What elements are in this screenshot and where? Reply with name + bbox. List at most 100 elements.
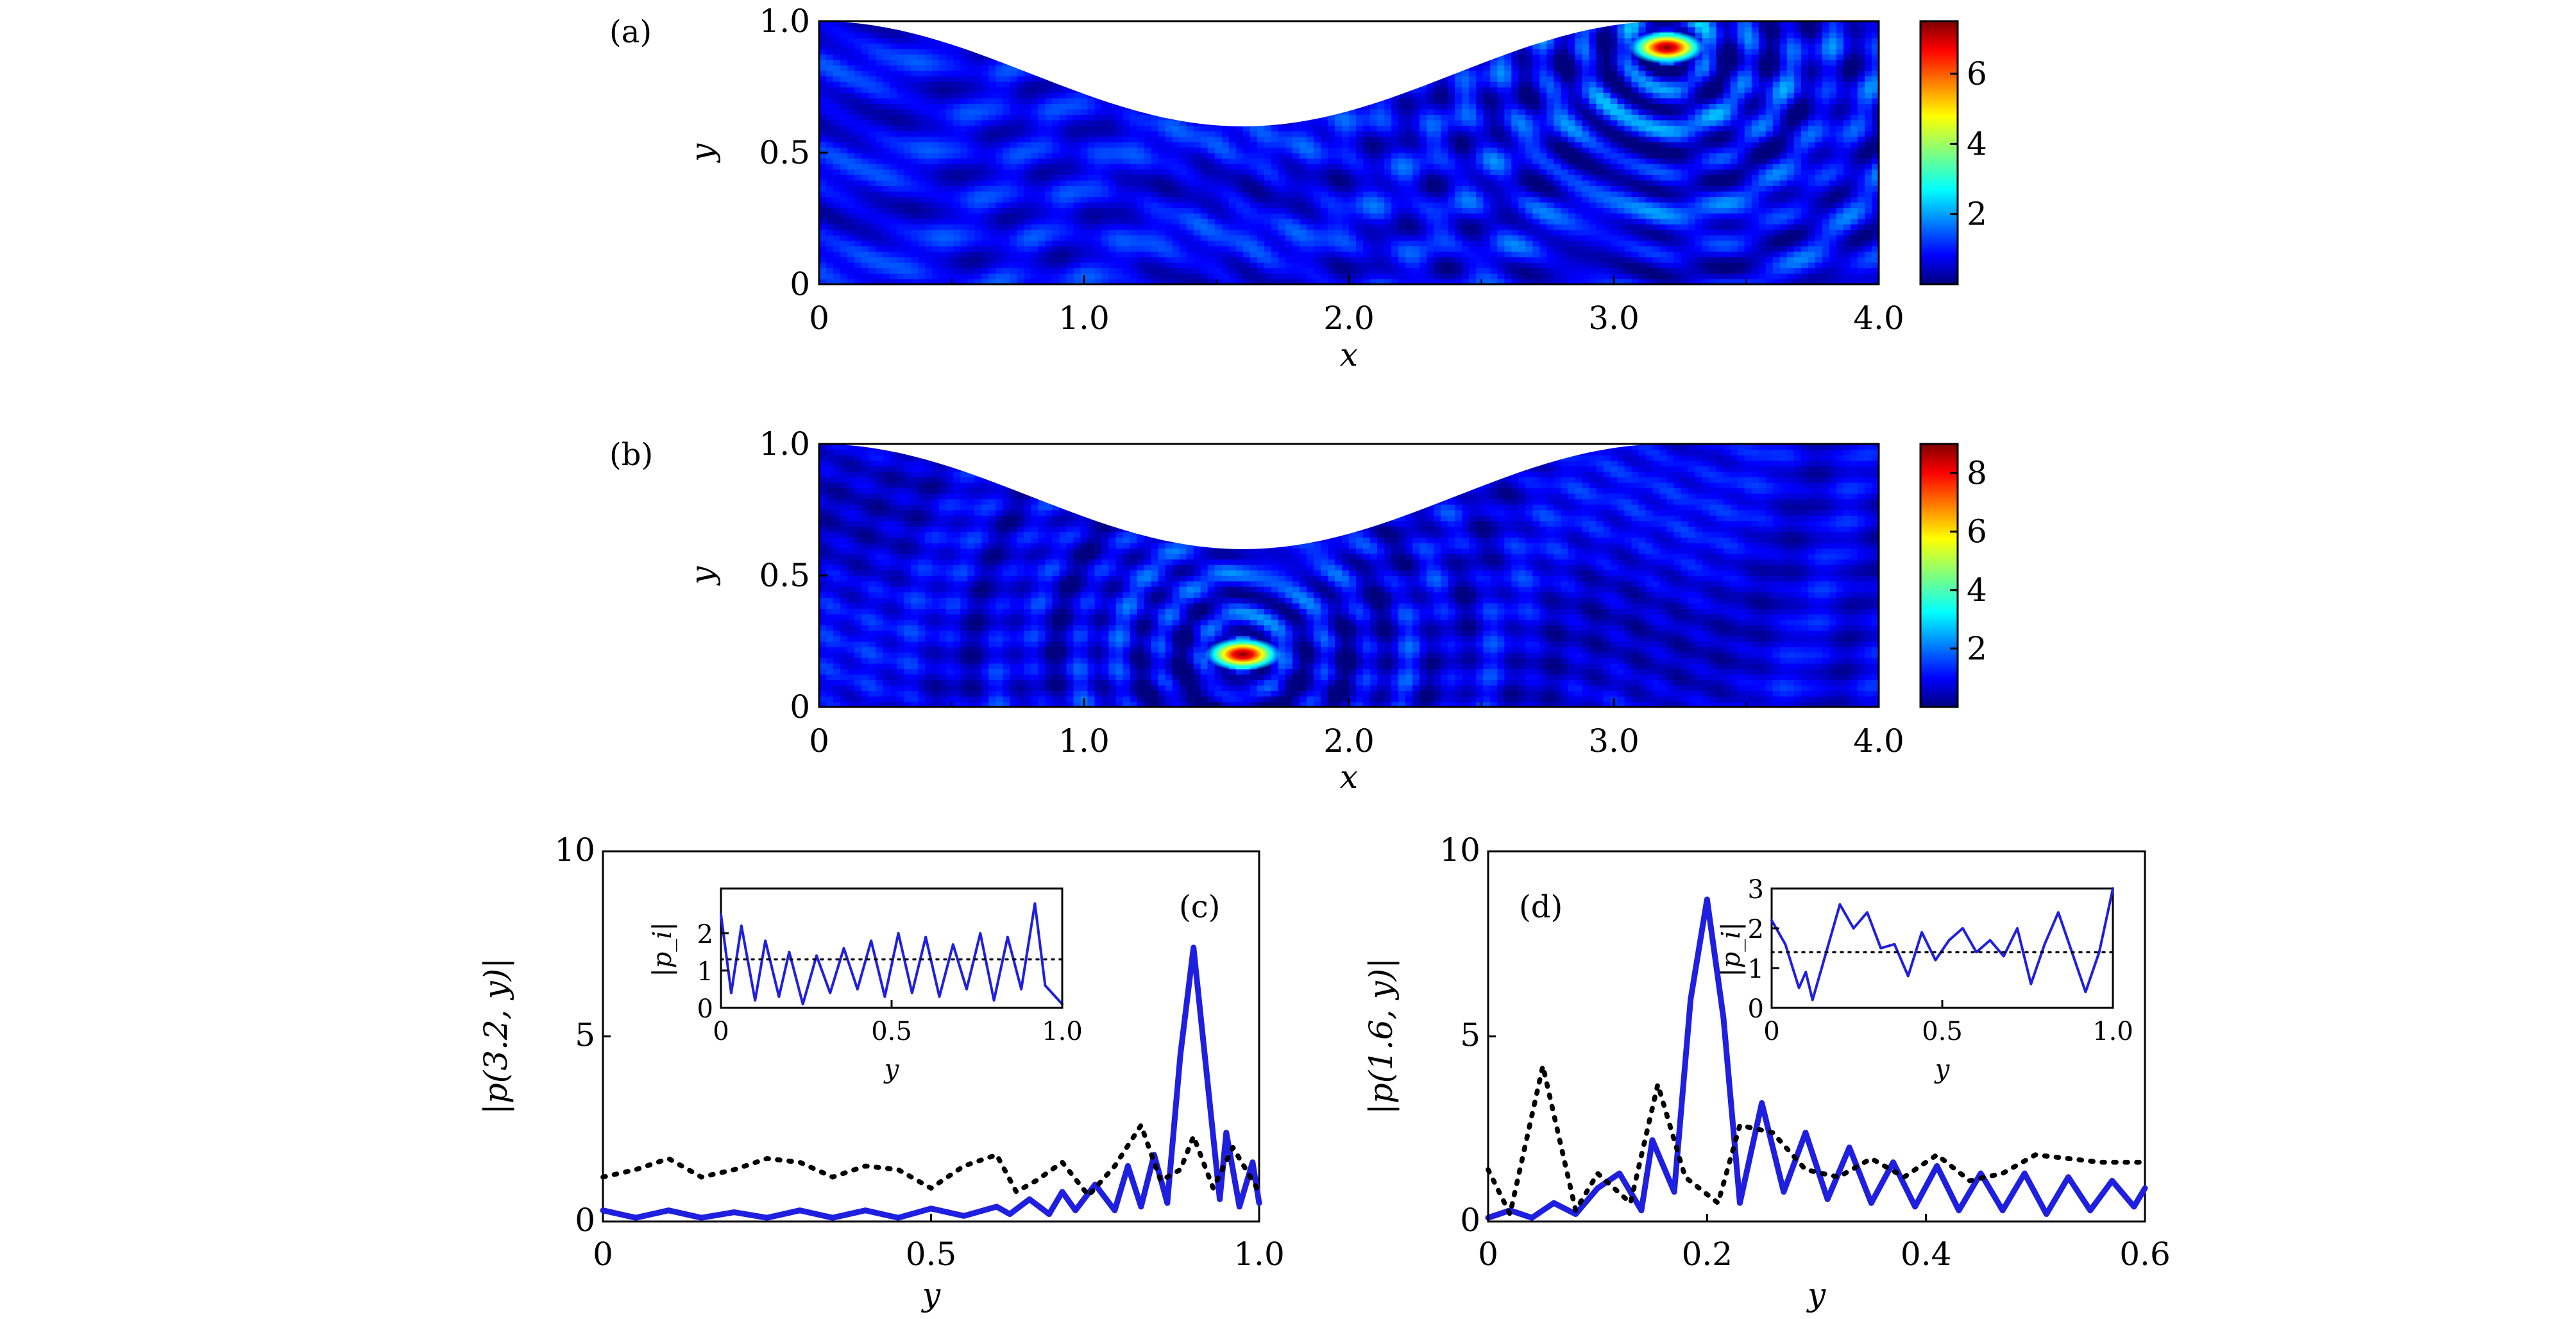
heatmap-cell <box>974 70 983 77</box>
heatmap-cell <box>1511 92 1520 99</box>
heatmap-cell <box>1073 229 1081 235</box>
heatmap-cell <box>960 141 969 148</box>
heatmap-cell <box>890 32 897 38</box>
heatmap-cell <box>1017 180 1025 186</box>
heatmap-cell <box>819 251 827 258</box>
heatmap-cell <box>1158 278 1166 285</box>
heatmap-cell <box>1504 87 1513 93</box>
heatmap-cell <box>1483 262 1491 269</box>
heatmap-cell <box>854 164 862 170</box>
heatmap-cell <box>1045 201 1053 208</box>
heatmap-cell <box>946 180 954 186</box>
heatmap-cell <box>1363 169 1371 175</box>
heatmap-cell <box>1045 257 1053 263</box>
heatmap-cell <box>1476 273 1484 280</box>
heatmap-cell <box>1398 174 1406 181</box>
heatmap-cell <box>1398 114 1406 121</box>
heatmap-cell <box>953 103 962 110</box>
heatmap-cell <box>911 136 919 142</box>
heatmap-cell <box>1434 185 1441 192</box>
heatmap-cell <box>974 98 983 104</box>
heatmap-cell <box>939 180 947 186</box>
heatmap-cell <box>1165 130 1173 137</box>
heatmap-cell <box>1010 235 1018 241</box>
heatmap-cell <box>939 213 947 219</box>
heatmap-cell <box>953 273 962 280</box>
heatmap-cell <box>826 278 834 285</box>
heatmap-cell <box>1306 251 1314 258</box>
heatmap-cell <box>1158 218 1166 225</box>
heatmap-cell <box>819 81 827 88</box>
heatmap-cell <box>1539 229 1548 235</box>
heatmap-cell <box>1024 164 1032 170</box>
heatmap-cell <box>1504 251 1513 258</box>
heatmap-cell <box>1370 114 1378 121</box>
heatmap-cell <box>897 240 904 246</box>
heatmap-cell <box>1003 240 1011 246</box>
heatmap-cell <box>1518 246 1527 252</box>
heatmap-cell <box>1010 164 1018 170</box>
heatmap-cell <box>946 59 954 66</box>
heatmap-cell <box>861 65 869 71</box>
heatmap-cell <box>1497 169 1505 175</box>
heatmap-cell <box>1257 213 1265 219</box>
heatmap-cell <box>1405 185 1413 192</box>
heatmap-cell <box>854 185 862 192</box>
heatmap-cell <box>1511 153 1520 159</box>
heatmap-cell <box>1356 235 1364 241</box>
heatmap-cell <box>1342 136 1350 142</box>
heatmap-cell <box>876 268 883 274</box>
heatmap-cell <box>1497 174 1505 181</box>
heatmap-cell <box>1066 114 1074 121</box>
heatmap-cell <box>1532 273 1541 280</box>
heatmap-cell <box>1052 98 1060 104</box>
heatmap-cell <box>1306 153 1314 159</box>
heatmap-cell <box>1108 207 1117 214</box>
heatmap-cell <box>1299 224 1307 230</box>
heatmap-cell <box>1066 201 1074 208</box>
heatmap-cell <box>1539 76 1548 82</box>
heatmap-cell <box>1108 147 1117 153</box>
heatmap-cell <box>1504 201 1513 208</box>
heatmap-cell <box>819 65 827 71</box>
heatmap-cell <box>819 180 827 186</box>
heatmap-cell <box>1165 235 1173 241</box>
heatmap-cell <box>1003 278 1011 285</box>
heatmap-cell <box>1476 136 1484 142</box>
heatmap-cell <box>897 119 904 126</box>
heatmap-cell <box>1448 257 1455 263</box>
heatmap-cell <box>1504 180 1513 186</box>
heatmap-cell <box>1158 180 1166 186</box>
heatmap-cell <box>1356 201 1364 208</box>
heatmap-cell <box>1292 130 1300 137</box>
heatmap-cell <box>1532 108 1541 115</box>
heatmap-cell <box>1320 125 1328 132</box>
heatmap-cell <box>1518 48 1527 55</box>
heatmap-cell <box>1497 201 1505 208</box>
heatmap-cell <box>1455 201 1462 208</box>
heatmap-cell <box>1299 235 1307 241</box>
heatmap-cell <box>1285 273 1293 280</box>
heatmap-cell <box>1328 164 1335 170</box>
heatmap-cell <box>1271 180 1279 186</box>
heatmap-cell <box>1017 87 1025 93</box>
heatmap-cell <box>1242 164 1251 170</box>
heatmap-cell <box>1214 196 1223 203</box>
heatmap-cell <box>1271 240 1279 246</box>
heatmap-cell <box>1144 251 1152 258</box>
heatmap-cell <box>1532 191 1541 198</box>
heatmap-cell <box>1017 191 1025 198</box>
heatmap-cell <box>1250 196 1258 203</box>
heatmap-cell <box>1200 235 1208 241</box>
heatmap-cell <box>1115 273 1124 280</box>
heatmap-cell <box>1370 125 1378 132</box>
heatmap-cell <box>869 251 876 258</box>
heatmap-cell <box>904 98 911 104</box>
heatmap-cell <box>1080 185 1089 192</box>
heatmap-cell <box>854 180 862 186</box>
heatmap-cell <box>897 196 904 203</box>
heatmap-cell <box>911 103 919 110</box>
heatmap-cell <box>1511 54 1520 60</box>
heatmap-cell <box>1108 251 1117 258</box>
heatmap-cell <box>1384 119 1392 126</box>
